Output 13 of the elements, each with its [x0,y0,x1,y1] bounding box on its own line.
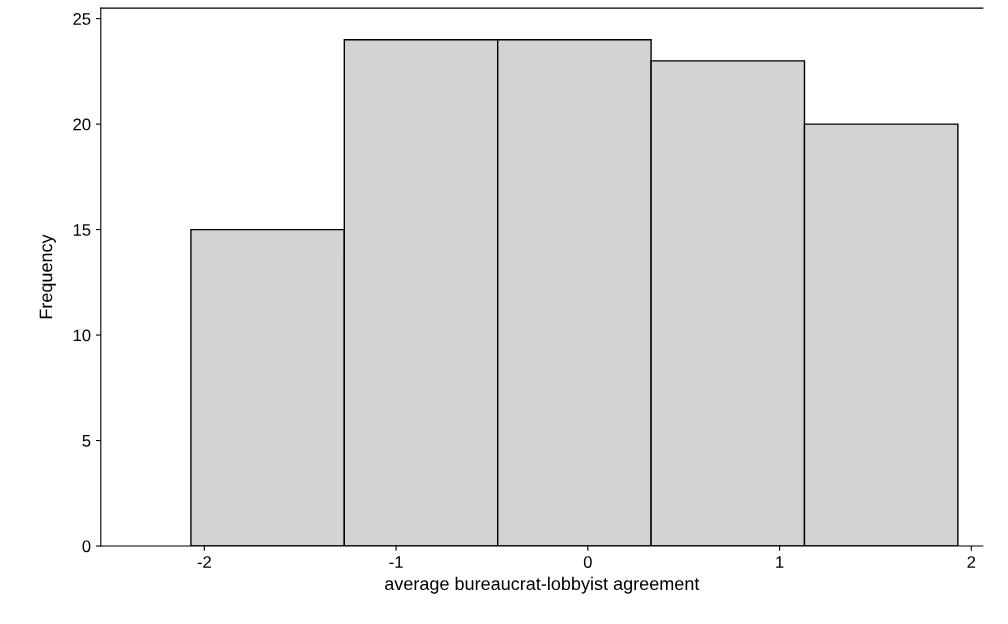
x-tick-label: 2 [967,556,976,568]
x-tick-label: -1 [389,556,403,568]
y-tick-label: 5 [82,435,91,447]
y-tick-label: 10 [73,329,91,342]
x-axis-title: average bureaucrat-lobbyist agreement [385,576,700,594]
x-tick-label: -2 [197,556,211,568]
x-tick-label: 1 [776,556,784,568]
y-tick-label: 15 [73,224,91,236]
y-tick-label: 0 [82,540,91,553]
y-tick-label: 20 [73,118,91,131]
y-tick-label: 25 [73,13,91,25]
y-axis-title: Frequency [39,234,56,319]
x-tick-label: 0 [583,556,592,568]
